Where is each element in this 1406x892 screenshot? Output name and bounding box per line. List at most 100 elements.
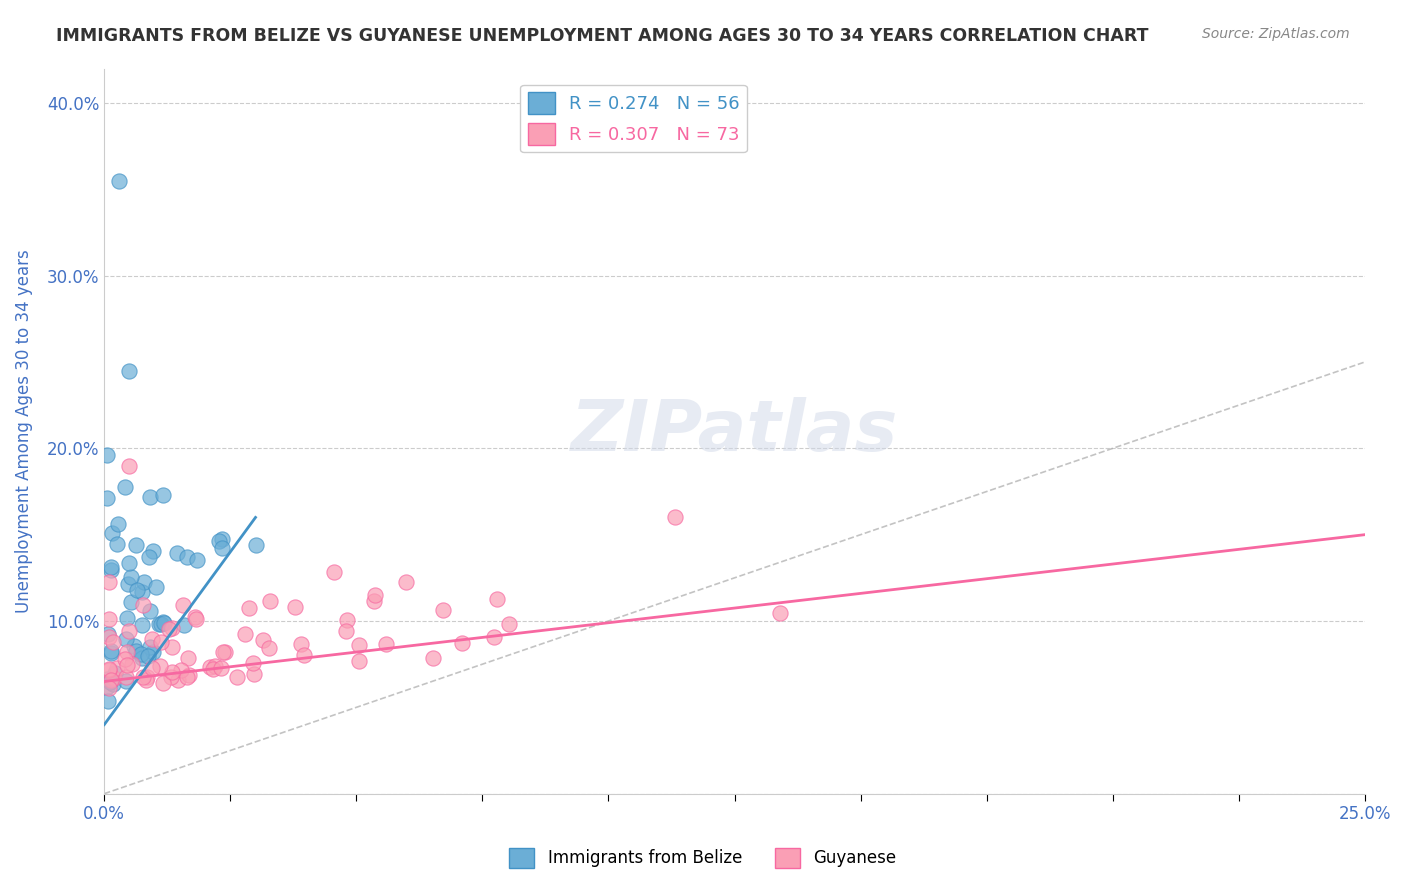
Point xyxy=(177,650,200,665)
Point xyxy=(98,681,121,695)
Point xyxy=(100,560,122,574)
Point xyxy=(120,594,142,608)
Point xyxy=(100,647,122,661)
Point xyxy=(245,538,267,552)
Point xyxy=(152,487,174,501)
Point xyxy=(100,673,122,687)
Point xyxy=(153,615,176,630)
Point xyxy=(290,637,312,651)
Point xyxy=(142,543,165,558)
Point xyxy=(451,636,474,650)
Point xyxy=(211,541,233,556)
Point xyxy=(184,612,207,626)
Point xyxy=(97,627,120,641)
Point xyxy=(138,549,160,564)
Point xyxy=(118,557,141,571)
Point xyxy=(101,525,124,540)
Point xyxy=(114,670,136,684)
Point xyxy=(150,635,173,649)
Point xyxy=(139,491,162,505)
Point xyxy=(114,651,136,665)
Point xyxy=(96,448,118,462)
Point xyxy=(131,585,153,599)
Point xyxy=(100,644,122,658)
Point xyxy=(204,658,226,673)
Point xyxy=(422,650,444,665)
Point xyxy=(211,532,233,546)
Point xyxy=(118,364,141,378)
Point xyxy=(135,673,157,688)
Point xyxy=(117,577,139,591)
Point xyxy=(214,645,236,659)
Point xyxy=(120,570,142,584)
Point xyxy=(177,668,200,682)
Point xyxy=(176,550,198,565)
Point xyxy=(432,603,454,617)
Point xyxy=(96,680,118,694)
Point xyxy=(486,591,509,606)
Point xyxy=(252,632,274,647)
Point xyxy=(101,635,124,649)
Point xyxy=(242,667,264,681)
Point xyxy=(208,533,231,548)
Point xyxy=(238,601,260,615)
Point xyxy=(664,510,686,524)
Text: ZIPatlas: ZIPatlas xyxy=(571,397,898,466)
Point xyxy=(259,594,281,608)
Point xyxy=(105,661,128,675)
Point xyxy=(176,670,198,684)
Point xyxy=(149,659,172,673)
Point xyxy=(169,664,191,678)
Point xyxy=(98,662,121,676)
Point xyxy=(160,621,183,635)
Point xyxy=(108,174,131,188)
Point xyxy=(136,648,159,663)
Point xyxy=(395,574,418,589)
Text: Source: ZipAtlas.com: Source: ZipAtlas.com xyxy=(1202,27,1350,41)
Point xyxy=(139,604,162,618)
Point xyxy=(138,640,160,654)
Point xyxy=(152,676,174,690)
Point xyxy=(141,661,163,675)
Point xyxy=(96,491,118,506)
Point xyxy=(104,666,127,681)
Point xyxy=(114,480,136,494)
Point xyxy=(202,662,225,676)
Point xyxy=(166,546,188,560)
Point xyxy=(131,617,153,632)
Point xyxy=(336,613,359,627)
Point xyxy=(121,657,143,672)
Point xyxy=(136,670,159,684)
Point xyxy=(257,641,280,656)
Point xyxy=(115,645,138,659)
Point xyxy=(363,593,385,607)
Point xyxy=(166,673,188,687)
Point xyxy=(107,516,129,531)
Point xyxy=(233,627,256,641)
Point xyxy=(186,553,208,567)
Point xyxy=(98,612,121,626)
Point xyxy=(125,644,148,658)
Point xyxy=(134,574,156,589)
Point xyxy=(98,663,121,677)
Point xyxy=(160,665,183,680)
Point xyxy=(131,670,153,684)
Point xyxy=(160,669,183,683)
Point xyxy=(769,606,792,620)
Point xyxy=(103,671,125,685)
Point xyxy=(115,632,138,647)
Point xyxy=(98,574,121,589)
Point xyxy=(105,537,128,551)
Point xyxy=(349,638,371,652)
Legend: Immigrants from Belize, Guyanese: Immigrants from Belize, Guyanese xyxy=(502,841,904,875)
Point xyxy=(145,580,167,594)
Text: IMMIGRANTS FROM BELIZE VS GUYANESE UNEMPLOYMENT AMONG AGES 30 TO 34 YEARS CORREL: IMMIGRANTS FROM BELIZE VS GUYANESE UNEMP… xyxy=(56,27,1149,45)
Point xyxy=(323,565,346,579)
Point xyxy=(122,639,145,653)
Point xyxy=(209,661,232,675)
Point xyxy=(152,615,174,630)
Point xyxy=(97,694,120,708)
Point xyxy=(118,458,141,473)
Point xyxy=(98,630,121,644)
Point xyxy=(100,563,122,577)
